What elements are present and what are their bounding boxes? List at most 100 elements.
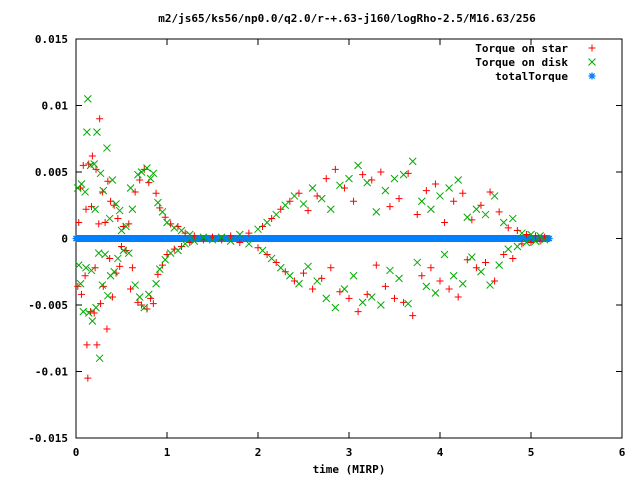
- disk-torque-point: [226, 237, 235, 246]
- disk-torque-point: [440, 250, 449, 259]
- y-tick-label: 0.01: [42, 100, 69, 113]
- disk-torque-point: [408, 157, 417, 166]
- disk-torque-point: [190, 237, 199, 246]
- star-torque-point: [413, 211, 421, 219]
- disk-torque-point: [103, 291, 112, 300]
- star-torque-point: [181, 229, 189, 237]
- star-torque-point: [103, 325, 111, 333]
- star-torque-point: [90, 309, 98, 317]
- star-torque-point: [441, 219, 449, 227]
- star-torque-point: [495, 208, 503, 216]
- star-torque-point: [156, 204, 164, 212]
- star-torque-point: [263, 250, 271, 258]
- star-torque-point: [128, 264, 136, 272]
- disk-torque-point: [345, 174, 353, 183]
- disk-torque-point: [317, 194, 326, 203]
- disk-torque-point: [122, 222, 130, 231]
- star-torque-point: [178, 242, 186, 250]
- star-torque-point: [272, 258, 280, 266]
- disk-torque-point: [422, 282, 431, 291]
- disk-torque-point: [322, 294, 331, 303]
- total-torque-point: [545, 235, 553, 242]
- x-axis-label: time (MIRP): [313, 463, 386, 476]
- star-torque-point: [400, 298, 408, 306]
- disk-torque-point: [508, 214, 517, 223]
- star-torque-point: [84, 374, 92, 382]
- disk-torque-point: [436, 192, 444, 200]
- x-tick-label: 6: [619, 446, 626, 459]
- disk-torque-point: [427, 205, 435, 214]
- y-tick-label: 0: [61, 233, 68, 246]
- legend-marker: [588, 44, 596, 52]
- star-torque-point: [322, 175, 330, 183]
- star-torque-point: [504, 224, 512, 232]
- star-torque-point: [245, 229, 253, 237]
- disk-torque-point: [404, 299, 413, 308]
- disk-torque-point: [87, 266, 96, 275]
- disk-torque-point: [531, 237, 540, 246]
- star-torque-point: [372, 261, 380, 269]
- disk-torque-point: [308, 184, 317, 192]
- disk-torque-point: [115, 206, 124, 215]
- star-torque-point: [77, 290, 85, 298]
- star-torque-point: [327, 264, 335, 272]
- star-torque-point: [268, 215, 276, 223]
- star-torque-point: [81, 272, 89, 280]
- disk-torque-point: [124, 249, 133, 257]
- disk-torque-point: [177, 226, 186, 235]
- disk-torque-point: [495, 261, 504, 269]
- star-torque-point: [277, 205, 285, 213]
- disk-torque-point: [454, 176, 463, 184]
- disk-torque-point: [367, 293, 376, 301]
- disk-torque-point: [149, 169, 158, 178]
- star-torque-point: [331, 165, 339, 173]
- disk-torque-point: [363, 178, 372, 187]
- disk-torque-point: [208, 235, 217, 244]
- star-torque-point: [309, 285, 317, 293]
- star-torque-point: [436, 277, 444, 285]
- disk-torque-point: [499, 218, 508, 227]
- star-torque-point: [391, 294, 398, 302]
- disk-torque-point: [458, 279, 467, 288]
- star-torque-point: [431, 180, 439, 188]
- disk-torque-point: [276, 263, 285, 272]
- disk-torque-point: [331, 303, 340, 312]
- disk-torque-point: [381, 186, 390, 195]
- star-torque-point: [418, 272, 426, 280]
- disk-torque-point: [98, 281, 107, 289]
- x-tick-label: 5: [528, 446, 535, 459]
- disk-torque-point: [336, 181, 344, 190]
- star-torque-point: [75, 219, 83, 227]
- disk-torque-point: [477, 267, 485, 276]
- star-torque-point: [96, 115, 104, 123]
- disk-torque-point: [83, 128, 91, 136]
- disk-torque-point: [95, 354, 104, 363]
- disk-torque-point: [263, 218, 271, 227]
- star-torque-point: [422, 187, 430, 195]
- star-torque-point: [409, 312, 417, 320]
- disk-torque-point: [110, 267, 119, 276]
- star-torque-point: [106, 254, 114, 262]
- star-torque-point: [227, 232, 235, 240]
- star-torque-point: [304, 207, 312, 215]
- star-torque-point: [186, 238, 194, 246]
- star-torque-point: [116, 262, 124, 270]
- disk-torque-point: [272, 210, 281, 219]
- star-torque-point: [381, 282, 389, 290]
- disk-torque-point: [158, 208, 167, 216]
- disk-torque-point: [467, 253, 476, 261]
- disk-torque-point: [77, 180, 86, 188]
- disk-torque-point: [372, 208, 381, 216]
- disk-torque-point: [74, 261, 83, 269]
- disk-torque-point: [155, 265, 164, 273]
- disk-torque-point: [417, 197, 426, 206]
- disk-torque-point: [170, 224, 179, 232]
- star-torque-point: [486, 188, 494, 196]
- star-torque-point: [131, 188, 139, 196]
- disk-torque-point: [88, 317, 97, 325]
- disk-torque-point: [119, 246, 128, 255]
- star-torque-point: [500, 250, 508, 258]
- disk-torque-point: [128, 205, 137, 214]
- star-torque-point: [359, 171, 367, 179]
